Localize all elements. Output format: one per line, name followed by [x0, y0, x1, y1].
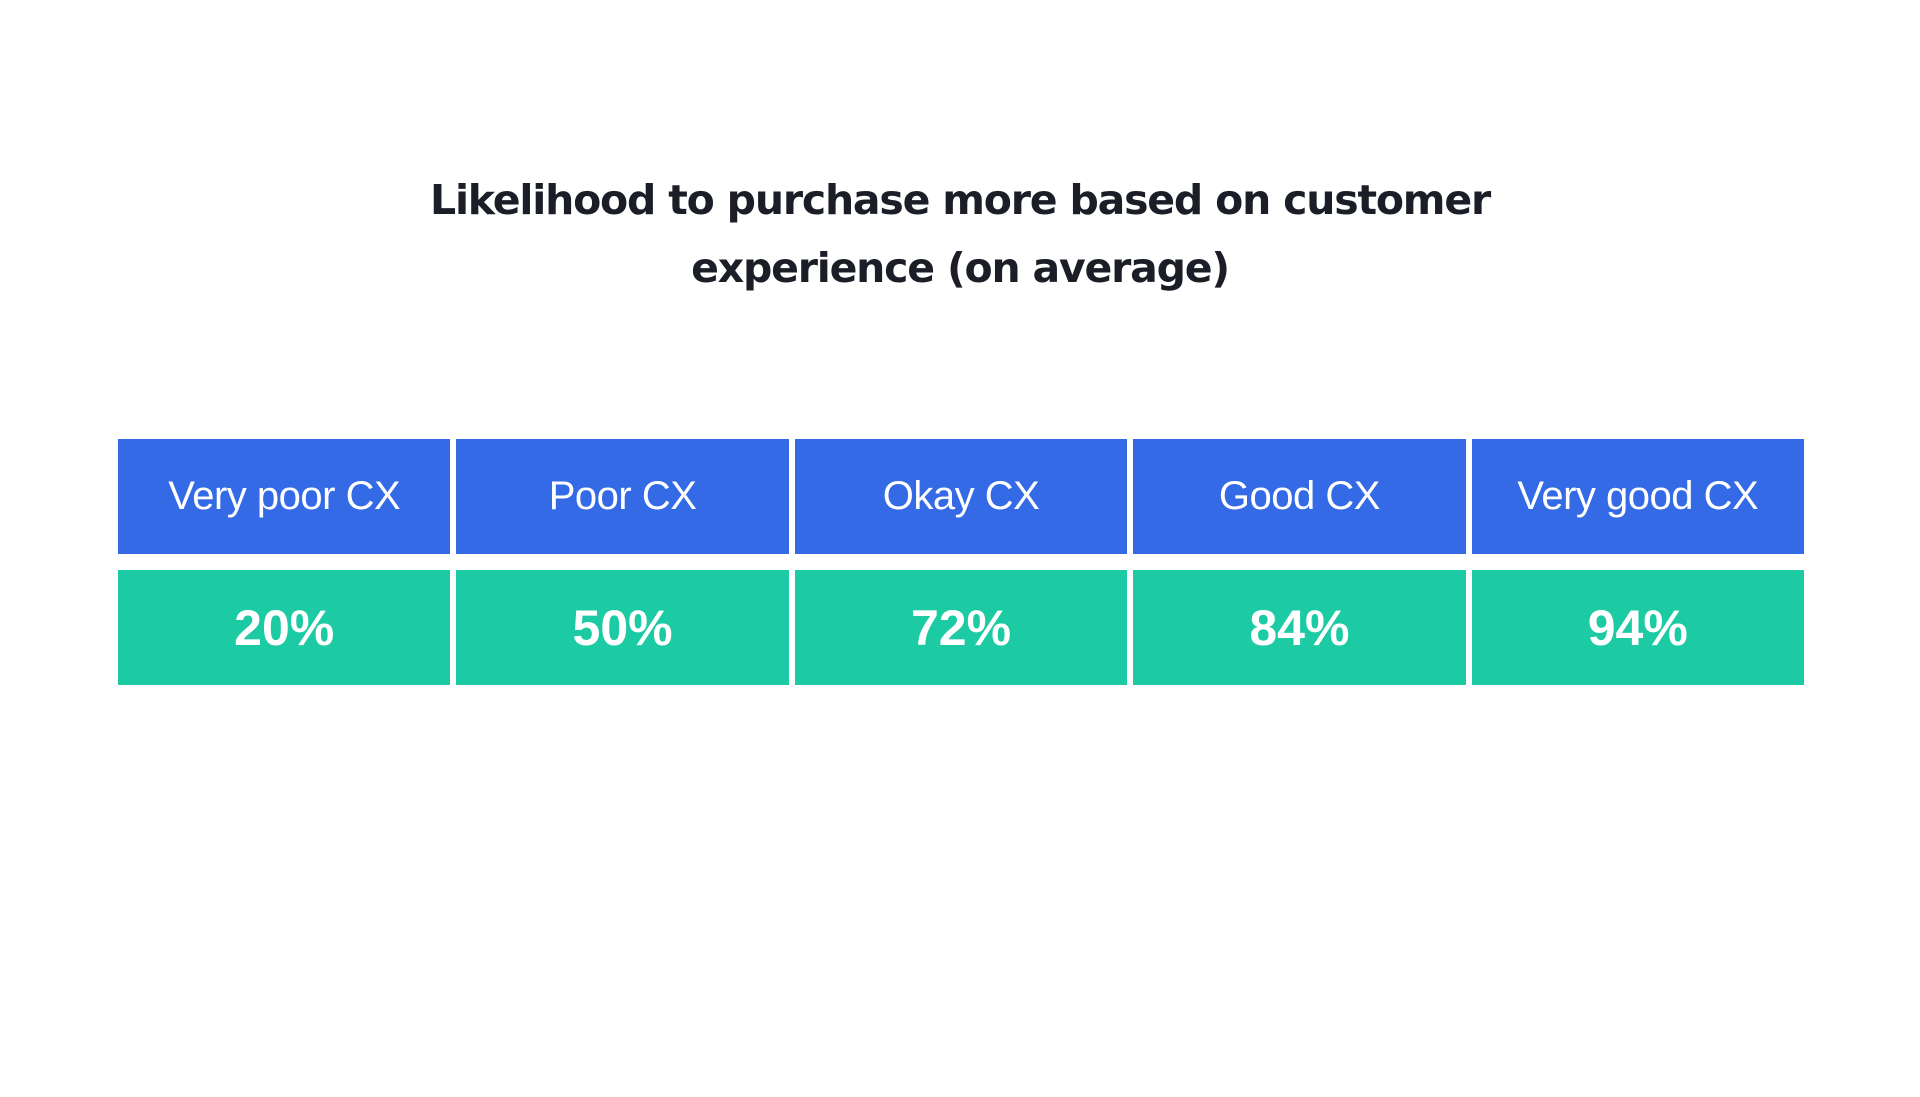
header-cell-good-cx: Good CX	[1133, 439, 1466, 554]
header-cell-very-good-cx: Very good CX	[1471, 439, 1804, 554]
header-cell-very-poor-cx: Very poor CX	[118, 439, 451, 554]
header-cell-poor-cx: Poor CX	[456, 439, 789, 554]
value-cell-poor-cx: 50%	[456, 570, 789, 685]
value-cell-very-good-cx: 94%	[1471, 570, 1804, 685]
cx-likelihood-table: Very poor CX Poor CX Okay CX Good CX Ver…	[118, 439, 1804, 685]
chart-title: Likelihood to purchase more based on cus…	[0, 166, 1920, 302]
value-cell-okay-cx: 72%	[794, 570, 1128, 685]
header-cell-okay-cx: Okay CX	[794, 439, 1128, 554]
value-cell-good-cx: 84%	[1133, 570, 1466, 685]
chart-title-line-1: Likelihood to purchase more based on cus…	[430, 176, 1491, 224]
chart-title-line-2: experience (on average)	[691, 244, 1230, 292]
value-cell-very-poor-cx: 20%	[118, 570, 451, 685]
